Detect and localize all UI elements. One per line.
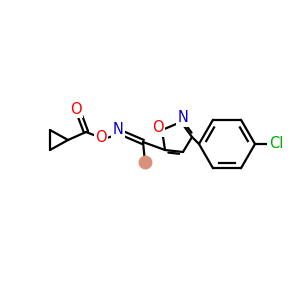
Text: Cl: Cl <box>269 136 283 152</box>
Text: N: N <box>178 110 188 125</box>
Text: O: O <box>152 121 164 136</box>
Text: N: N <box>112 122 123 136</box>
Text: O: O <box>95 130 107 145</box>
Text: O: O <box>70 101 82 116</box>
